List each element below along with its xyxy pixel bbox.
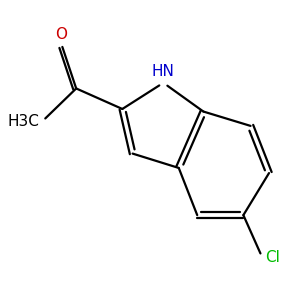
- Text: HN: HN: [152, 64, 175, 79]
- Text: H3C: H3C: [8, 114, 39, 129]
- Text: O: O: [55, 27, 67, 42]
- Text: Cl: Cl: [265, 250, 280, 265]
